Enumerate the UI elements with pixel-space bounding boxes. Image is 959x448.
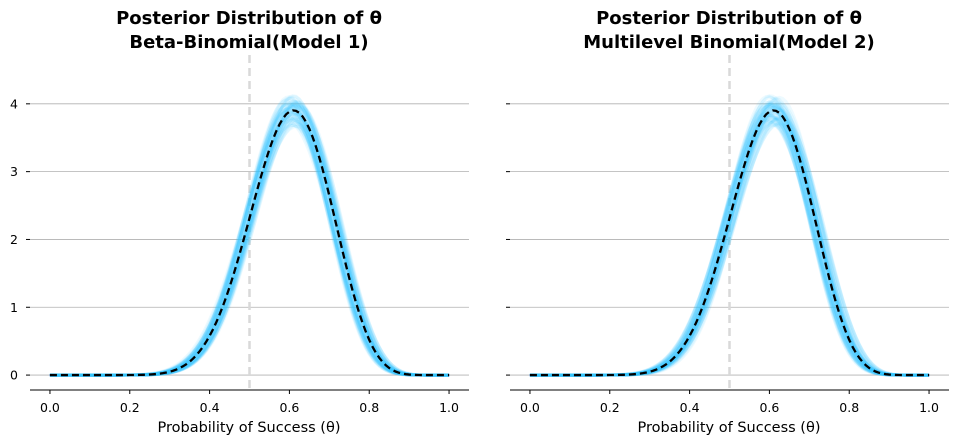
- x-tick-label: 0.6: [279, 400, 299, 415]
- y-tick-label: 0: [10, 368, 18, 383]
- y-ticks: 0 1 2 3 4: [10, 96, 30, 383]
- x-axis-label: Probability of Success (θ): [637, 420, 820, 436]
- x-tick-label: 0.4: [200, 400, 220, 415]
- x-tick-label: 1.0: [919, 400, 939, 415]
- panel-title-line2: Multilevel Binomial(Model 2): [583, 32, 875, 53]
- y-tick-label: 3: [10, 164, 18, 179]
- x-tick-label: 1.0: [439, 400, 459, 415]
- x-tick-label: 0.0: [520, 400, 540, 415]
- x-ticks: 0.0 0.2 0.4 0.6 0.8 1.0: [520, 390, 939, 415]
- x-tick-label: 0.8: [359, 400, 379, 415]
- panel-title-line2: Beta-Binomial(Model 1): [129, 32, 368, 53]
- panel-title-line1: Posterior Distribution of θ: [116, 8, 382, 29]
- x-tick-label: 0.2: [120, 400, 140, 415]
- panel-model-2: Posterior Distribution of θ Multilevel B…: [506, 8, 949, 436]
- mean-curve-line: [49, 109, 450, 377]
- mean-curve-line: [529, 109, 930, 377]
- posterior-sample-curve: [529, 119, 930, 377]
- y-ticks: [506, 103, 510, 376]
- mean-posterior-curve: [49, 109, 450, 377]
- panel-model-1: Posterior Distribution of θ Beta-Binomia…: [10, 8, 469, 436]
- x-tick-label: 0.6: [759, 400, 779, 415]
- x-tick-label: 0.8: [839, 400, 859, 415]
- y-tick-label: 1: [10, 300, 18, 315]
- x-tick-label: 0.0: [40, 400, 60, 415]
- x-axis-label: Probability of Success (θ): [157, 420, 340, 436]
- x-tick-label: 0.4: [680, 400, 700, 415]
- panel-title-line1: Posterior Distribution of θ: [596, 8, 862, 29]
- x-ticks: 0.0 0.2 0.4 0.6 0.8 1.0: [40, 390, 459, 415]
- mean-posterior-curve: [529, 109, 930, 377]
- y-tick-label: 2: [10, 232, 18, 247]
- y-tick-label: 4: [10, 96, 18, 111]
- x-tick-label: 0.2: [600, 400, 620, 415]
